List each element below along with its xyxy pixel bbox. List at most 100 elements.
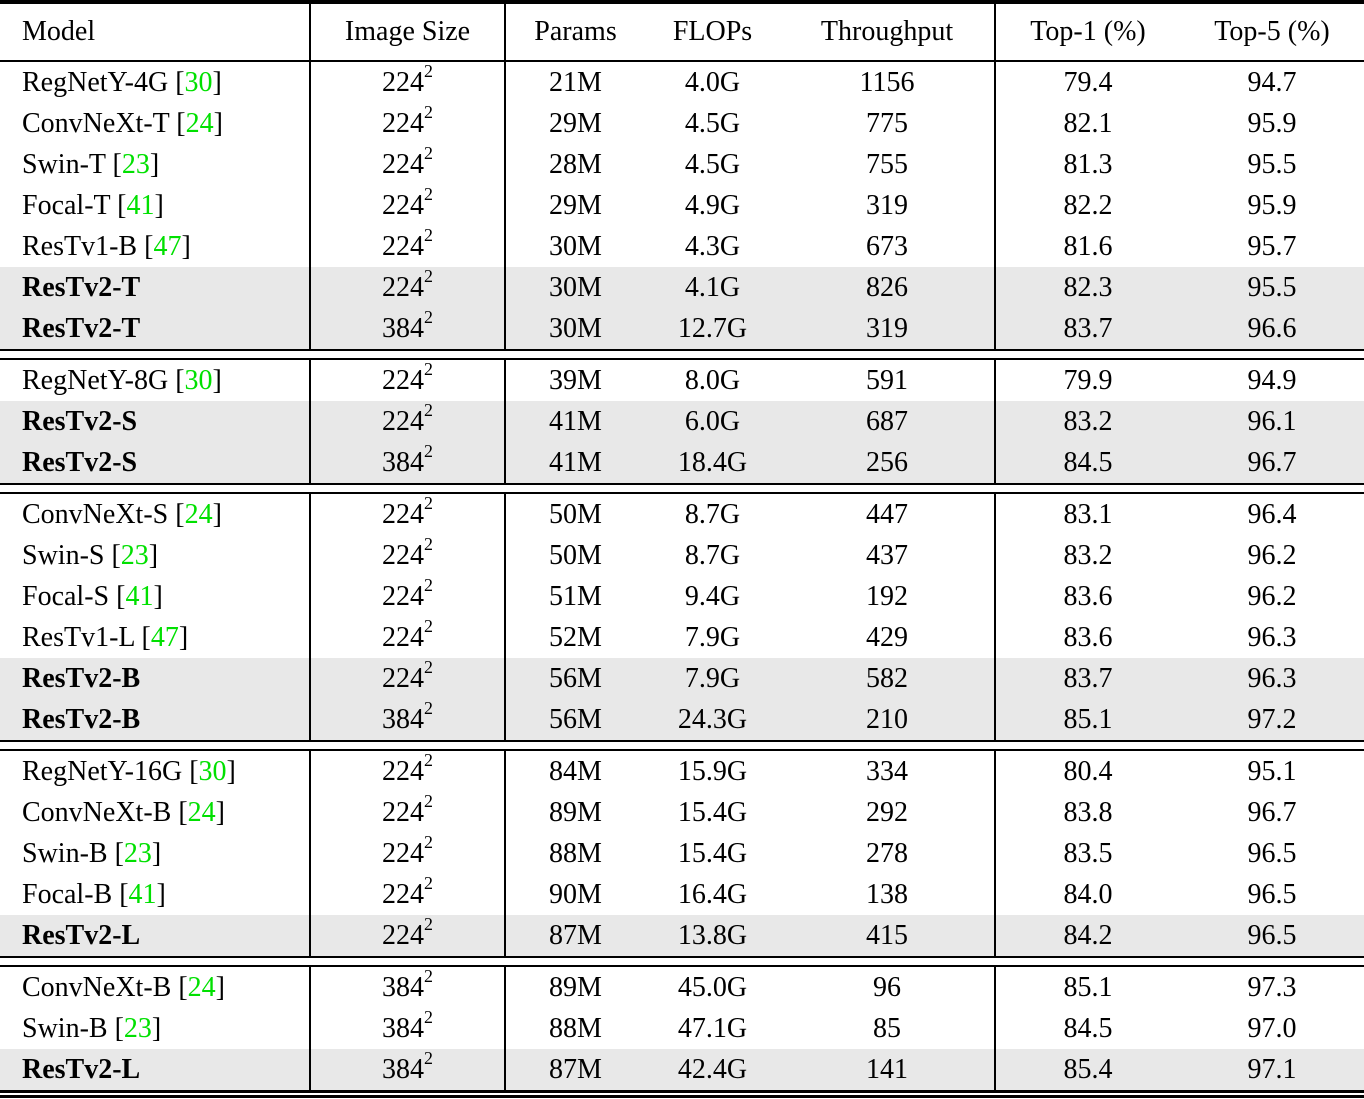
image-size-value: 224 xyxy=(382,66,425,98)
citation-link[interactable]: 24 xyxy=(184,498,213,530)
cell-tput: 582 xyxy=(780,658,995,699)
cell-model: Swin-B [23] xyxy=(22,837,162,869)
model-name: ResTv2-B xyxy=(22,662,141,694)
cell-top1: 84.5 xyxy=(994,442,1180,484)
cell-top1: 80.4 xyxy=(994,750,1180,792)
citation-link[interactable]: 23 xyxy=(123,837,152,869)
col-header-params: Params xyxy=(504,0,645,62)
rule-line xyxy=(0,1090,1364,1098)
table-row: ResTv2-T 3842 30M 12.7G 319 83.7 96.6 xyxy=(0,308,1364,350)
table-row: ResTv2-B 2242 56M 7.9G 582 83.7 96.3 xyxy=(0,658,1364,699)
header-row: Model Image Size Params FLOPs Throughput Top-… xyxy=(0,0,1364,62)
cell-top1: 85.1 xyxy=(994,699,1180,741)
citation-link[interactable]: 41 xyxy=(126,189,155,221)
group-separator-rule xyxy=(0,349,1364,360)
table-row: Swin-B [23] 3842 88M 47.1G 85 84.5 97.0 xyxy=(0,1008,1364,1049)
image-size-exponent: 2 xyxy=(424,657,433,678)
cell-top5: 94.9 xyxy=(1247,364,1297,396)
image-size-value: 224 xyxy=(382,148,425,180)
cell-top1: 84.0 xyxy=(994,874,1180,915)
citation-link[interactable]: 30 xyxy=(198,755,227,787)
citation-link[interactable]: 41 xyxy=(128,878,157,910)
citation-link[interactable]: 41 xyxy=(125,580,154,612)
cell-top5: 95.5 xyxy=(1247,148,1297,180)
citation-link[interactable]: 30 xyxy=(184,66,213,98)
cell-model: RegNetY-4G [30] xyxy=(22,66,222,98)
cell-top5: 97.3 xyxy=(1247,971,1297,1003)
cell-flops: 12.7G xyxy=(645,308,780,350)
cell-flops: 4.0G xyxy=(684,66,741,98)
cell-top1: 83.6 xyxy=(994,617,1180,658)
cell-flops: 7.9G xyxy=(645,658,780,699)
cell-params: 30M xyxy=(504,267,645,308)
citation-link[interactable]: 23 xyxy=(123,1012,152,1044)
citation-link[interactable]: 24 xyxy=(185,107,214,139)
citation-link[interactable]: 23 xyxy=(120,539,149,571)
cell-params: 56M xyxy=(504,658,645,699)
cell-flops: 4.1G xyxy=(645,267,780,308)
image-size-value: 384 xyxy=(382,703,425,735)
rule-line xyxy=(0,740,1364,751)
cell-flops: 45.0G xyxy=(677,971,748,1003)
cell-top5: 94.7 xyxy=(1247,66,1297,98)
cell-params: 87M xyxy=(504,1049,645,1092)
image-size-exponent: 2 xyxy=(424,1048,433,1069)
cell-top1: 83.8 xyxy=(994,792,1180,833)
cell-size: 2242 xyxy=(309,576,505,617)
image-size-value: 224 xyxy=(382,796,425,828)
model-name: ResTv1-B xyxy=(22,230,138,262)
cell-model: ConvNeXt-B [24] xyxy=(22,796,225,828)
cell-params: 39M xyxy=(504,359,645,401)
cell-size: 2242 xyxy=(309,833,505,874)
cell-tput: 334 xyxy=(866,755,908,787)
image-size-value: 224 xyxy=(382,230,425,262)
cell-size: 3842 xyxy=(309,308,505,350)
cell-params: 29M xyxy=(504,103,645,144)
model-name: ConvNeXt-S xyxy=(22,498,169,530)
image-size-value: 224 xyxy=(382,405,425,437)
cell-size: 2242 xyxy=(309,535,505,576)
table-row: ConvNeXt-T [24] 2242 29M 4.5G 775 82.1 95.9 xyxy=(0,103,1364,144)
citation-link[interactable]: 47 xyxy=(153,230,182,262)
cell-top5: 96.3 xyxy=(1180,658,1364,699)
image-size-value: 384 xyxy=(382,446,425,478)
citation-link[interactable]: 47 xyxy=(150,621,179,653)
model-name: ConvNeXt-T xyxy=(22,107,170,139)
cell-size: 2242 xyxy=(309,226,505,267)
table-group-4: RegNetY-16G [30] 2242 84M 15.9G 334 80.4 95.1 C… xyxy=(0,750,1364,967)
image-size-exponent: 2 xyxy=(424,61,433,82)
cell-flops: 47.1G xyxy=(677,1012,748,1044)
cell-flops: 16.4G xyxy=(677,878,748,910)
table-row: RegNetY-8G [30] 2242 39M 8.0G 591 79.9 94.9 xyxy=(0,359,1364,401)
cell-model: ResTv1-L [47] xyxy=(22,621,189,653)
image-size-exponent: 2 xyxy=(424,750,433,771)
cell-top5: 96.5 xyxy=(1247,837,1297,869)
image-size-value: 384 xyxy=(382,971,425,1003)
cell-params: 87M xyxy=(504,915,645,957)
image-size-value: 224 xyxy=(382,271,425,303)
image-size-exponent: 2 xyxy=(424,698,433,719)
col-header-size: Image Size xyxy=(309,0,505,62)
cell-size: 3842 xyxy=(309,966,505,1008)
citation-link[interactable]: 30 xyxy=(184,364,213,396)
group-separator-rule xyxy=(0,956,1364,967)
cell-flops: 6.0G xyxy=(645,401,780,442)
cell-top5: 96.4 xyxy=(1247,498,1297,530)
cell-size: 2242 xyxy=(309,400,505,442)
cell-size: 2242 xyxy=(309,617,505,658)
model-name: ResTv1-L xyxy=(22,621,135,653)
table-row: Focal-T [41] 2242 29M 4.9G 319 82.2 95.9 xyxy=(0,185,1364,226)
cell-tput: 256 xyxy=(780,442,995,484)
image-size-exponent: 2 xyxy=(424,400,433,421)
model-name: Swin-T xyxy=(22,148,106,180)
cell-tput: 775 xyxy=(866,107,908,139)
cell-model: ResTv2-L xyxy=(0,1049,310,1092)
citation-link[interactable]: 24 xyxy=(187,971,216,1003)
citation-link[interactable]: 24 xyxy=(187,796,216,828)
cell-params: 50M xyxy=(504,535,645,576)
cell-top1: 81.3 xyxy=(994,144,1180,185)
citation-link[interactable]: 23 xyxy=(121,148,150,180)
cell-model: Swin-B [23] xyxy=(22,1012,162,1044)
cell-top5: 96.2 xyxy=(1247,580,1297,612)
